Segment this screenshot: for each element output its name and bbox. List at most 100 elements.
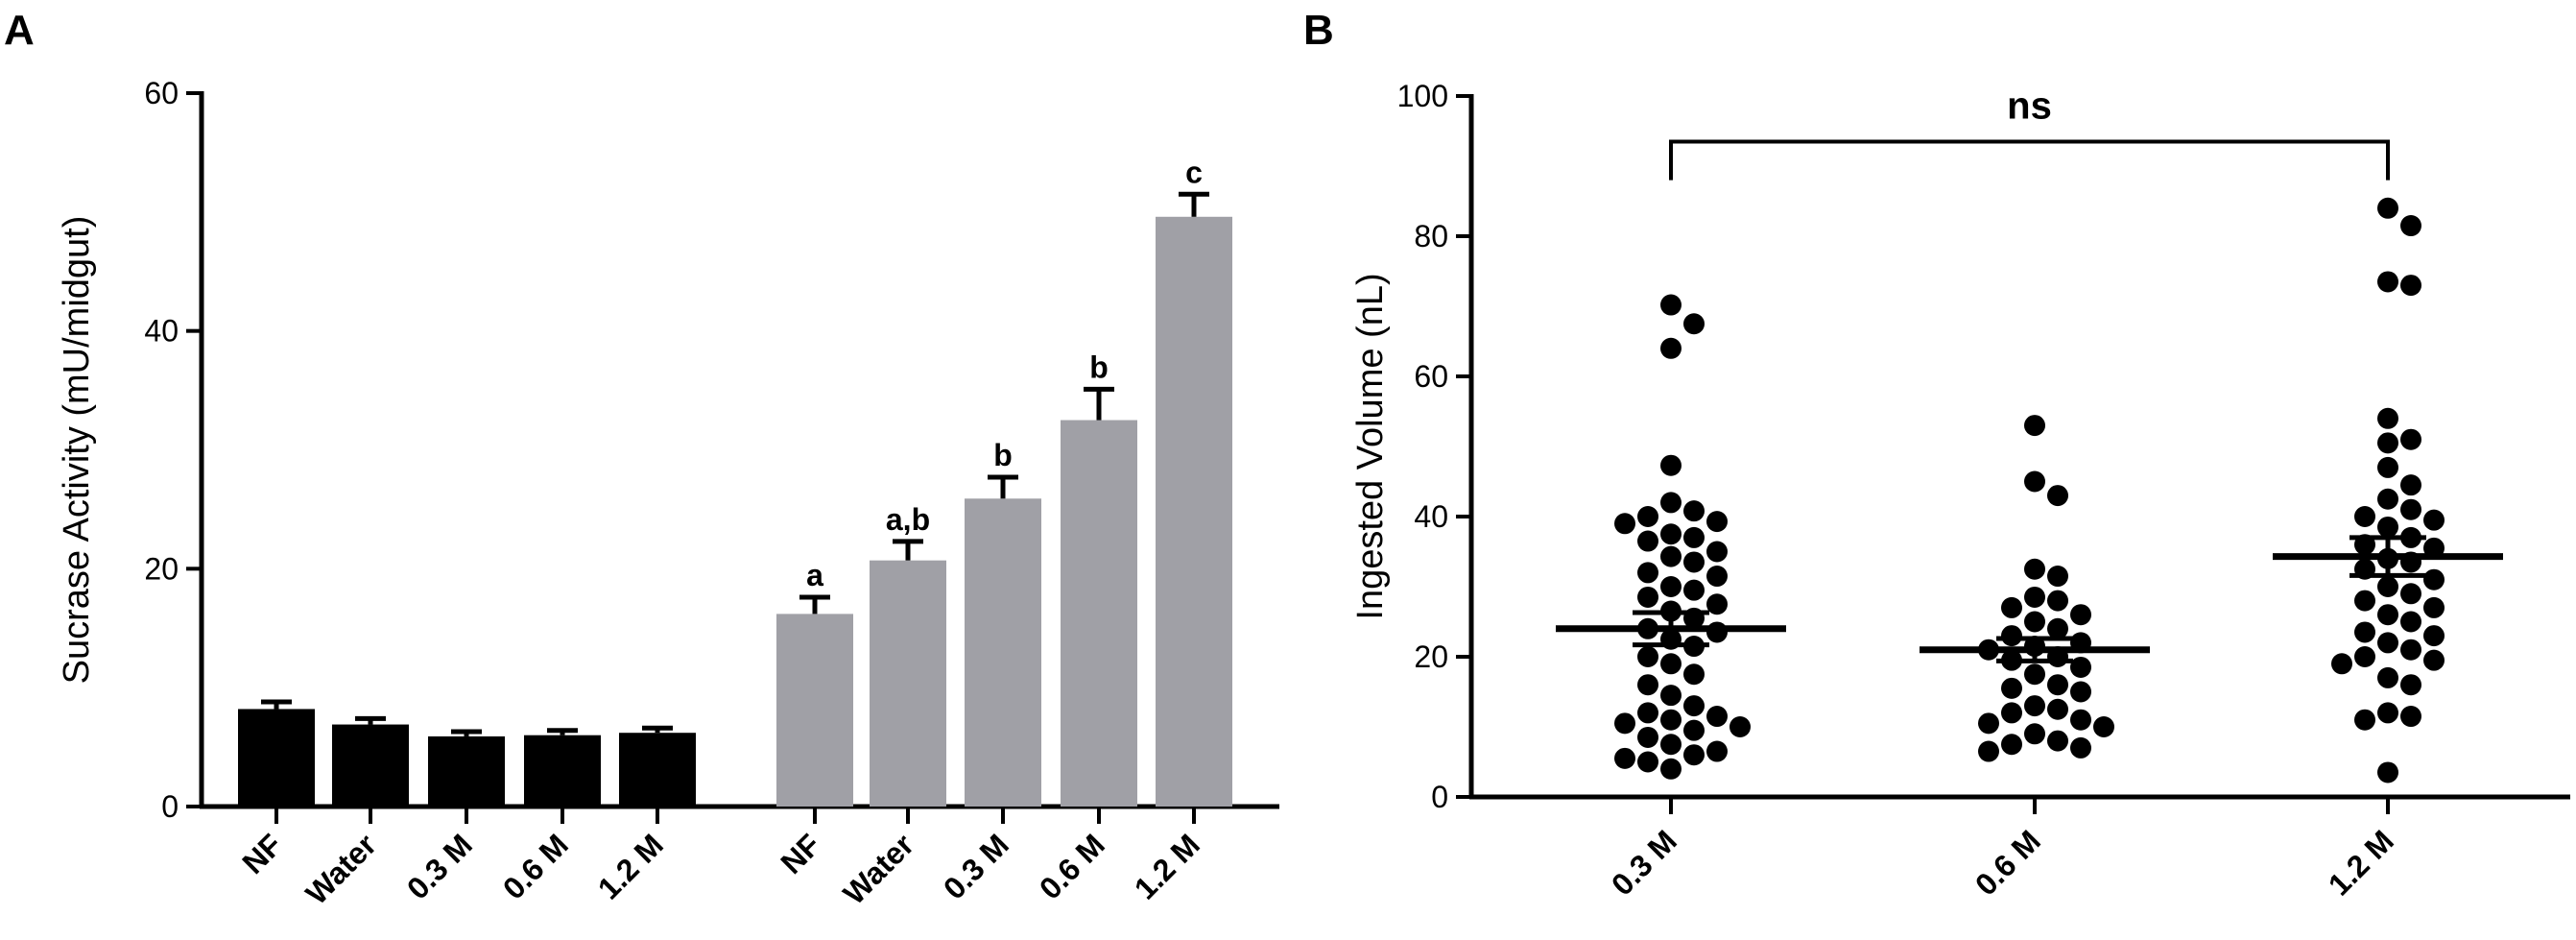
data-point	[2331, 653, 2352, 675]
bar	[524, 735, 601, 807]
x-tick-label: 1.2 M	[1128, 827, 1206, 905]
x-tick-label: Water	[298, 827, 382, 910]
x-tick-label: 0.6 M	[1033, 827, 1111, 905]
x-tick-label: 0.3 M	[1605, 823, 1683, 902]
data-point	[2024, 586, 2045, 608]
data-point	[1660, 758, 1682, 780]
data-point	[1637, 530, 1658, 552]
data-point	[2024, 663, 2045, 686]
data-point	[2400, 706, 2421, 728]
data-point	[2400, 215, 2421, 237]
panel-b-scatter-chart: 0 20 40 60 80 100 Ingested Volume (nL) ns 0.3 M 0…	[1350, 79, 2570, 903]
data-point	[1660, 709, 1682, 731]
significance-letter: c	[1185, 155, 1203, 189]
bar	[870, 560, 946, 807]
data-point	[2354, 646, 2375, 667]
data-point	[1637, 726, 1658, 748]
significance-letter: b	[1089, 349, 1109, 384]
data-point	[1660, 653, 1682, 675]
data-point	[1660, 454, 1682, 476]
data-point	[2400, 428, 2421, 450]
data-point	[1683, 663, 1705, 686]
data-point	[1660, 294, 1682, 316]
y-axis-label: Sucrase Activity (mU/midgut)	[57, 216, 97, 685]
data-point	[2024, 558, 2045, 580]
data-point	[1660, 576, 1682, 597]
data-point	[2001, 734, 2022, 756]
data-point	[2423, 568, 2445, 591]
data-point	[1683, 579, 1705, 601]
bar	[1156, 216, 1232, 807]
y-tick-label: 20	[144, 551, 179, 586]
data-point	[1660, 545, 1682, 567]
bar	[428, 735, 505, 807]
x-tick-label: 0.3 M	[400, 827, 479, 905]
data-point	[2423, 625, 2445, 647]
data-point	[2354, 709, 2375, 731]
data-point	[2024, 695, 2045, 717]
significance-label: ns	[2007, 84, 2052, 127]
bar	[619, 733, 696, 807]
data-point	[1978, 740, 1999, 762]
data-point	[1614, 513, 1635, 535]
data-point	[2001, 625, 2022, 647]
data-point	[2047, 698, 2068, 720]
data-point	[2377, 516, 2398, 538]
data-point	[1706, 740, 1728, 762]
significance-letter: a,b	[886, 502, 930, 537]
x-tick-label: Water	[836, 827, 919, 910]
data-point	[2377, 432, 2398, 454]
data-point	[1637, 702, 1658, 724]
bar	[1061, 420, 1137, 807]
bar	[776, 614, 853, 807]
data-point	[2047, 485, 2068, 507]
data-point	[1637, 646, 1658, 667]
data-point	[1706, 706, 1728, 728]
significance-letter: b	[993, 438, 1013, 472]
data-point	[2400, 498, 2421, 520]
data-point	[2377, 456, 2398, 478]
data-point	[2377, 632, 2398, 654]
data-point	[2047, 590, 2068, 612]
data-point	[2093, 716, 2114, 737]
data-point	[2377, 604, 2398, 626]
y-tick-label: 60	[1414, 359, 1448, 394]
y-tick-label: 40	[144, 314, 179, 349]
bar	[332, 724, 409, 807]
data-point	[2354, 590, 2375, 612]
data-point	[2377, 702, 2398, 724]
x-tick-label: NF	[774, 827, 827, 880]
data-point	[1683, 526, 1705, 548]
data-point	[2001, 677, 2022, 699]
data-point	[1683, 500, 1705, 522]
y-tick-label: 0	[161, 789, 179, 824]
data-point	[2001, 702, 2022, 724]
data-point	[2070, 681, 2091, 703]
y-tick-label: 0	[1431, 780, 1448, 814]
data-point	[2400, 474, 2421, 496]
data-point	[2070, 604, 2091, 626]
data-point	[1660, 492, 1682, 514]
data-point	[1683, 719, 1705, 741]
data-point	[2400, 674, 2421, 696]
data-point	[2377, 271, 2398, 293]
data-point	[2377, 407, 2398, 429]
data-point	[2047, 730, 2068, 752]
panel-b-letter: B	[1303, 7, 1334, 54]
data-point	[2354, 621, 2375, 643]
data-point	[2400, 583, 2421, 605]
data-point	[2024, 611, 2045, 633]
data-point	[2377, 666, 2398, 688]
data-point	[1706, 593, 1728, 615]
y-axis-label: Ingested Volume (nL)	[1350, 273, 1391, 619]
data-point	[1729, 716, 1751, 737]
data-point	[1978, 712, 1999, 735]
data-point	[2400, 611, 2421, 633]
significance-bracket	[1669, 139, 2390, 181]
data-point	[2377, 197, 2398, 219]
x-tick-label: 1.2 M	[591, 827, 670, 905]
data-point	[2047, 617, 2068, 639]
data-point	[1660, 523, 1682, 545]
data-point	[1637, 586, 1658, 608]
